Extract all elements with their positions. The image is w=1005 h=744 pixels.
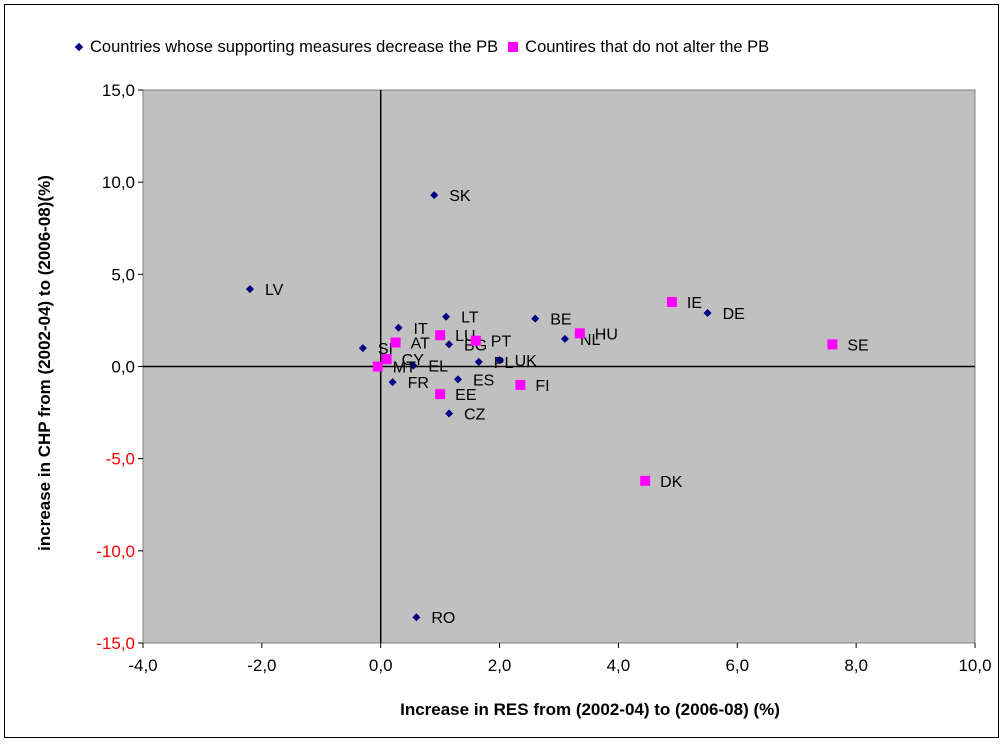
data-point-es: [453, 375, 462, 384]
data-label-it: IT: [414, 321, 428, 338]
data-point-mt: [372, 361, 383, 372]
data-label-si: SI: [378, 341, 393, 358]
y-tick-label: 0,0: [111, 358, 135, 377]
data-label-pl: PL: [494, 355, 514, 372]
legend-item-series1: Countries whose supporting measures decr…: [72, 38, 498, 57]
axis-ticks: 15,0 10,0 5,0 0,0 -5,0 -10,0 -15,0 -4,0 -2,0 0,0 2…: [96, 81, 991, 675]
x-tick-label: 0,0: [369, 656, 393, 675]
data-label-lv: LV: [265, 282, 284, 299]
x-axis-label: Increase in RES from (2002-04) to (2006-…: [400, 700, 780, 719]
y-tick-label: 15,0: [102, 81, 135, 100]
data-point-si: [358, 344, 367, 353]
data-point-sk: [430, 191, 439, 200]
data-point-cz: [445, 409, 454, 418]
y-tick-label: -15,0: [96, 634, 135, 653]
data-point-lu: [435, 330, 446, 341]
data-point-uk: [495, 356, 504, 365]
data-point-ie: [666, 296, 677, 307]
legend-label-series1: Countries whose supporting measures decr…: [90, 37, 499, 56]
data-label-hu: HU: [595, 326, 618, 343]
legend-item-series2: Countires that do not alter the PB: [504, 38, 769, 57]
data-label-ro: RO: [431, 610, 455, 627]
data-label-de: DE: [723, 306, 745, 323]
data-label-bg: BG: [464, 337, 487, 354]
data-point-nl: [560, 334, 569, 343]
y-tick-label: -10,0: [96, 542, 135, 561]
data-point-pl: [474, 357, 483, 366]
data-label-se: SE: [847, 337, 868, 354]
data-label-cz: CZ: [464, 407, 486, 424]
data-label-sk: SK: [449, 188, 471, 205]
x-tick-label: 10,0: [958, 656, 991, 675]
data-point-lv: [245, 285, 254, 294]
data-label-at: AT: [411, 336, 430, 353]
data-label-fi: FI: [535, 378, 549, 395]
data-point-be: [531, 314, 540, 323]
data-label-el: EL: [428, 359, 448, 376]
data-label-fr: FR: [408, 375, 429, 392]
data-point-lt: [442, 312, 451, 321]
data-point-fr: [388, 378, 397, 387]
legend-label-series2: Countires that do not alter the PB: [525, 37, 770, 56]
y-tick-label: -5,0: [106, 450, 135, 469]
data-label-uk: UK: [515, 353, 538, 370]
data-point-ro: [412, 613, 421, 622]
y-tick-label: 10,0: [102, 173, 135, 192]
data-point-ee: [435, 389, 446, 400]
data-point-pt: [470, 335, 481, 346]
x-tick-label: 4,0: [607, 656, 631, 675]
data-label-cy: CY: [402, 352, 425, 369]
data-label-es: ES: [473, 372, 494, 389]
data-label-ee: EE: [455, 387, 476, 404]
data-label-be: BE: [550, 312, 571, 329]
data-point-bg: [445, 340, 454, 349]
data-point-fi: [515, 379, 526, 390]
data-point-se: [827, 339, 838, 350]
data-label-lu: LU: [455, 328, 475, 345]
data-point-dk: [640, 475, 651, 486]
data-label-dk: DK: [660, 474, 683, 491]
x-tick-label: 8,0: [844, 656, 868, 675]
x-tick-label: 6,0: [725, 656, 749, 675]
data-point-de: [703, 309, 712, 318]
data-label-mt: MT: [393, 360, 416, 377]
data-point-cy: [381, 354, 392, 365]
y-tick-label: 5,0: [111, 265, 135, 284]
data-label-pt: PT: [491, 334, 512, 351]
data-label-lt: LT: [461, 310, 479, 327]
square-marker-icon: [508, 42, 519, 52]
data-label-nl: NL: [580, 332, 601, 349]
data-point-it: [394, 323, 403, 332]
y-axis-label: increase in CHP from (2002-04) to (2006-…: [35, 175, 54, 551]
x-tick-label: 2,0: [488, 656, 512, 675]
data-point-el: [409, 361, 418, 370]
x-tick-label: -2,0: [247, 656, 276, 675]
legend: Countries whose supporting measures decr…: [72, 36, 775, 58]
x-tick-label: -4,0: [128, 656, 157, 675]
data-point-hu: [574, 328, 585, 339]
data-label-ie: IE: [687, 295, 702, 312]
data-point-at: [390, 337, 401, 348]
